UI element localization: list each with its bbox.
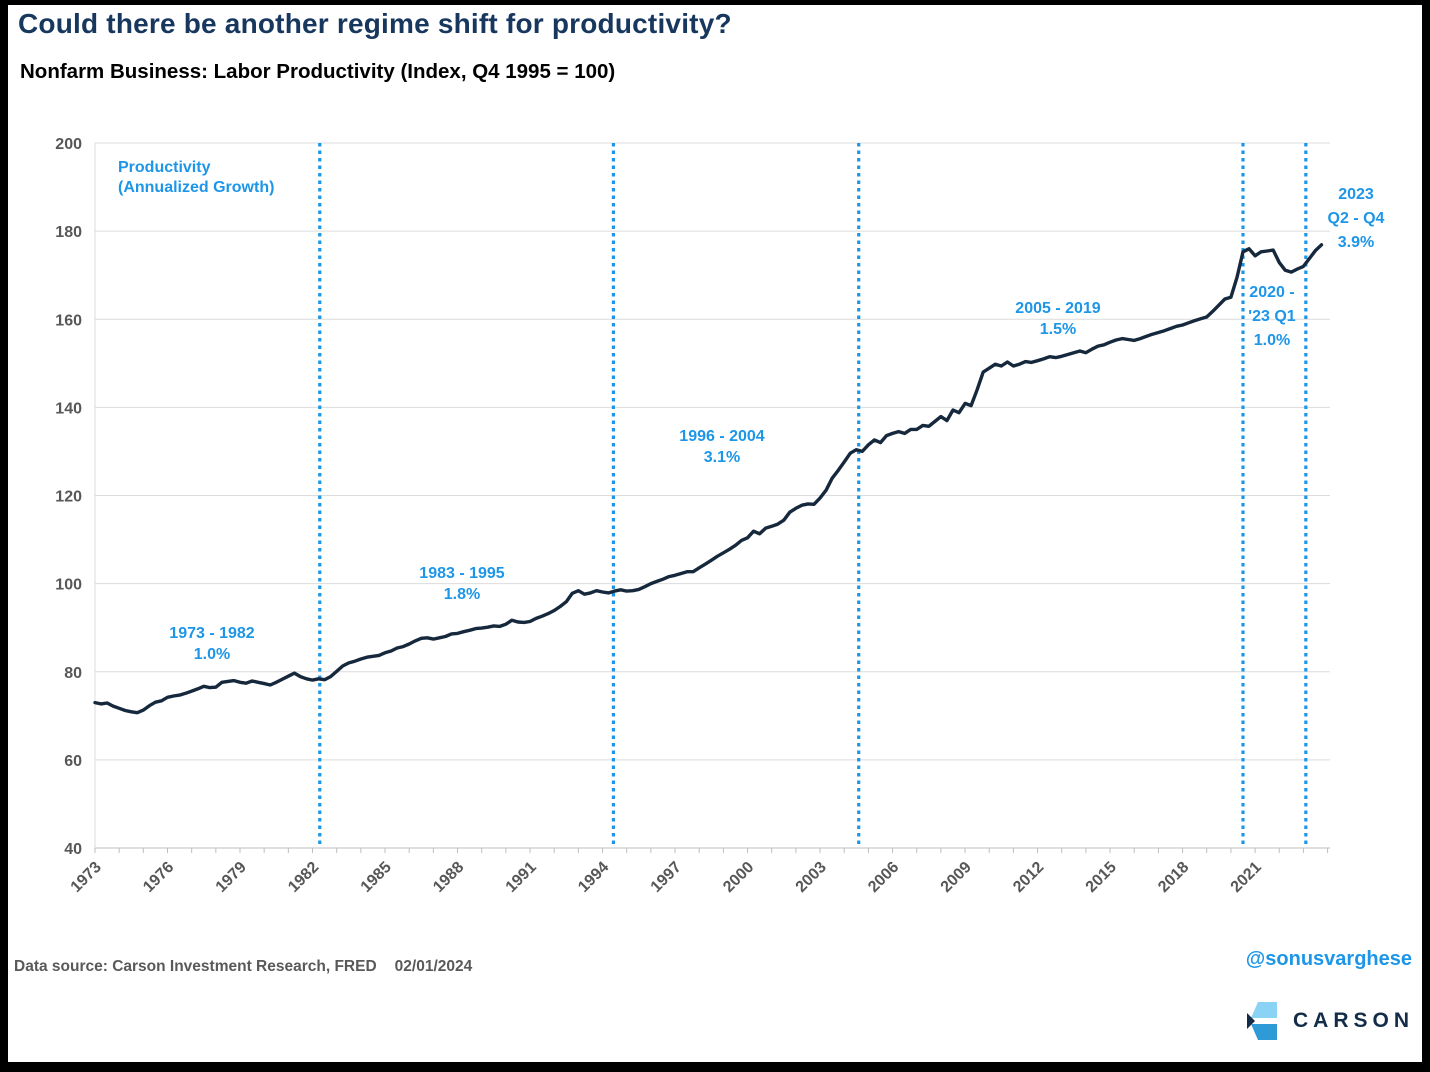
- svg-text:2003: 2003: [793, 859, 830, 896]
- series-legend-label: Productivity (Annualized Growth): [118, 158, 274, 198]
- svg-text:80: 80: [64, 665, 82, 682]
- frame-border-top: [0, 0, 1430, 5]
- svg-text:1985: 1985: [358, 859, 395, 896]
- carson-logo-icon: [1246, 1002, 1277, 1040]
- svg-text:2000: 2000: [720, 859, 757, 896]
- regime-annotation-1973-1982: 1973 - 1982 1.0%: [169, 623, 254, 665]
- svg-text:2009: 2009: [938, 859, 975, 896]
- regime-period-line1: 2020 -: [1249, 284, 1295, 301]
- regime-rate: 3.1%: [703, 449, 741, 466]
- regime-rate: 1.0%: [193, 646, 231, 663]
- frame-border-right: [1422, 0, 1430, 1072]
- carson-wordmark: CARSON: [1292, 1009, 1414, 1032]
- frame-border-bottom: [0, 1062, 1430, 1072]
- svg-text:200: 200: [55, 136, 82, 153]
- regime-period: 1973 - 1982: [169, 625, 255, 642]
- svg-text:2018: 2018: [1155, 859, 1192, 896]
- regime-rate: 1.0%: [1253, 332, 1291, 349]
- svg-text:1976: 1976: [140, 859, 177, 896]
- chart-subtitle: Nonfarm Business: Labor Productivity (In…: [20, 60, 616, 83]
- svg-text:140: 140: [55, 400, 82, 417]
- regime-period: 2005 - 2019: [1015, 300, 1101, 317]
- regime-period-line2: Q2 - Q4: [1327, 210, 1385, 227]
- regime-annotation-1996-2004: 1996 - 2004 3.1%: [679, 426, 764, 468]
- svg-text:1973: 1973: [68, 859, 105, 896]
- svg-text:180: 180: [55, 224, 82, 241]
- svg-text:100: 100: [55, 577, 82, 594]
- svg-text:120: 120: [55, 489, 82, 506]
- svg-text:1988: 1988: [430, 859, 467, 896]
- svg-text:1991: 1991: [503, 859, 540, 896]
- data-source-text: Data source: Carson Investment Research,…: [14, 958, 472, 976]
- svg-text:60: 60: [64, 753, 82, 770]
- page-title: Could there be another regime shift for …: [18, 8, 732, 39]
- regime-annotation-2020-23q1: 2020 - '23 Q1 1.0%: [1248, 281, 1295, 353]
- twitter-handle: @sonusvarghese: [1245, 948, 1412, 970]
- regime-rate: 1.5%: [1039, 321, 1077, 338]
- svg-text:1982: 1982: [285, 859, 322, 896]
- svg-text:1997: 1997: [648, 859, 685, 896]
- regime-period-line1: 2023: [1338, 186, 1374, 203]
- source-date: 02/01/2024: [394, 958, 473, 975]
- regime-period-line2: '23 Q1: [1248, 308, 1296, 325]
- carson-logo: CARSON: [1246, 1002, 1414, 1040]
- legend-line-1: Productivity: [118, 159, 211, 176]
- regime-rate: 3.9%: [1337, 234, 1375, 251]
- svg-text:2012: 2012: [1010, 859, 1047, 896]
- frame-border-left: [0, 0, 8, 1072]
- svg-text:160: 160: [55, 312, 82, 329]
- regime-annotation-2005-2019: 2005 - 2019 1.5%: [1015, 298, 1100, 340]
- source-label: Data source: Carson Investment Research,…: [14, 958, 377, 975]
- svg-text:1994: 1994: [575, 859, 612, 896]
- svg-text:2021: 2021: [1228, 859, 1265, 896]
- regime-period: 1983 - 1995: [419, 565, 505, 582]
- legend-line-2: (Annualized Growth): [118, 179, 275, 196]
- regime-period: 1996 - 2004: [679, 428, 765, 445]
- svg-text:40: 40: [64, 841, 82, 858]
- regime-annotation-2023-q2-q4: 2023 Q2 - Q4 3.9%: [1328, 183, 1385, 255]
- regime-annotation-1983-1995: 1983 - 1995 1.8%: [419, 563, 504, 605]
- svg-text:2015: 2015: [1083, 859, 1120, 896]
- svg-text:2006: 2006: [865, 859, 902, 896]
- svg-text:1979: 1979: [213, 859, 250, 896]
- regime-rate: 1.8%: [443, 586, 481, 603]
